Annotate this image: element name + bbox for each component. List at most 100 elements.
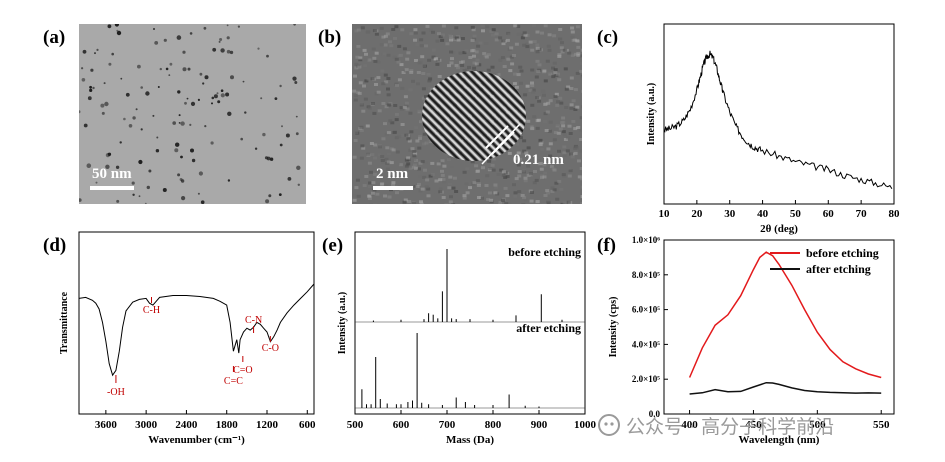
noise	[417, 61, 422, 65]
noise	[508, 69, 513, 73]
noise	[369, 170, 373, 174]
noise	[547, 71, 552, 75]
noise	[436, 89, 441, 93]
noise	[380, 182, 385, 186]
noise	[449, 61, 454, 65]
pl-plot-frame	[663, 239, 895, 415]
noise	[354, 66, 359, 70]
particle	[96, 48, 99, 51]
noise	[538, 138, 543, 142]
noise	[567, 124, 572, 128]
noise	[544, 129, 549, 132]
particle	[274, 97, 278, 100]
xrd-x-tick-label: 20	[691, 208, 703, 220]
noise	[525, 84, 530, 88]
noise	[508, 106, 513, 110]
noise	[545, 189, 550, 193]
noise	[360, 144, 365, 148]
noise	[559, 187, 564, 191]
wechat-logo-icon	[598, 414, 620, 436]
noise	[567, 166, 572, 170]
noise	[577, 159, 581, 163]
noise	[367, 185, 372, 188]
scale-bar-a	[90, 186, 134, 190]
ftir-x-axis-label: Wavenumber (cm⁻¹)	[148, 434, 245, 446]
noise	[358, 58, 363, 62]
noise	[443, 125, 448, 129]
noise	[381, 35, 386, 39]
noise	[459, 60, 463, 64]
noise	[484, 184, 489, 187]
noise	[520, 36, 525, 40]
noise	[489, 29, 494, 33]
noise	[440, 38, 445, 42]
particle	[157, 86, 160, 88]
noise	[475, 58, 480, 62]
noise	[458, 51, 463, 55]
noise	[390, 121, 395, 125]
particle	[227, 111, 232, 117]
particle	[210, 141, 214, 145]
pl-x-tick-label: 500	[809, 419, 826, 431]
noise	[559, 46, 564, 50]
noise	[464, 49, 469, 53]
noise	[410, 147, 415, 151]
noise	[408, 111, 413, 115]
noise	[422, 64, 426, 67]
noise	[463, 95, 468, 99]
noise	[525, 42, 530, 46]
noise	[526, 173, 531, 177]
noise	[372, 29, 377, 33]
panel-label-f: (f)	[597, 235, 616, 256]
noise	[486, 198, 491, 202]
noise	[569, 103, 574, 107]
noise	[475, 179, 480, 183]
noise	[397, 54, 402, 58]
noise	[414, 166, 418, 170]
noise	[372, 188, 377, 192]
noise	[557, 54, 562, 58]
noise	[575, 39, 580, 43]
noise	[478, 41, 483, 45]
noise	[522, 139, 527, 143]
noise	[485, 79, 489, 83]
noise	[580, 195, 582, 199]
particle	[115, 165, 120, 169]
noise	[569, 76, 574, 80]
noise	[354, 29, 359, 33]
particle	[179, 178, 183, 181]
noise	[449, 93, 454, 97]
noise	[357, 91, 362, 95]
noise	[366, 77, 371, 81]
noise	[435, 62, 440, 66]
noise	[522, 31, 527, 35]
particle	[293, 24, 296, 26]
xrd-series-line	[663, 50, 893, 190]
noise	[387, 195, 392, 199]
noise	[516, 32, 521, 36]
particle	[279, 84, 282, 88]
noise	[407, 200, 412, 203]
noise	[570, 155, 575, 159]
particle	[163, 38, 167, 42]
noise	[386, 87, 390, 91]
pl-y-tick-label: 4.0×10⁵	[632, 339, 660, 349]
particle	[169, 62, 173, 66]
noise	[421, 87, 426, 91]
noise	[462, 170, 467, 174]
noise	[364, 175, 369, 178]
ftir-annotation-label: C-O	[262, 343, 279, 354]
noise	[558, 37, 563, 41]
noise	[547, 129, 552, 133]
particle	[128, 124, 133, 128]
noise	[424, 141, 429, 145]
particle	[144, 202, 147, 204]
noise	[554, 181, 559, 185]
noise	[376, 76, 381, 80]
ftir-x-tick-label: 3600	[95, 419, 118, 431]
noise	[472, 54, 476, 58]
noise	[484, 42, 489, 45]
ftir-annotation-label: C-H	[143, 305, 160, 316]
pl-y-tick-label: 6.0×10⁵	[632, 305, 660, 315]
noise	[396, 60, 401, 64]
